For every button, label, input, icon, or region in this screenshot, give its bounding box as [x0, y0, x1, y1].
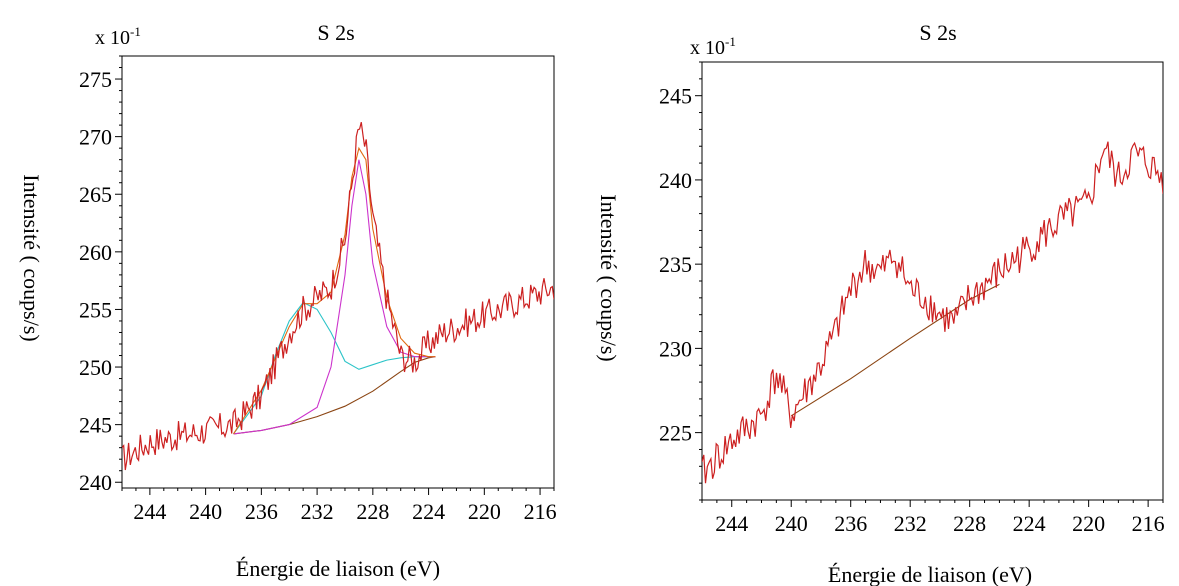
chart-left-series-envelope: [233, 146, 436, 435]
chart-right-xtick-label: 224: [1013, 511, 1046, 536]
chart-left-xtick-label: 240: [189, 499, 222, 524]
chart-left-ytick-label: 250: [79, 355, 112, 380]
chart-right-title: S 2s: [919, 20, 956, 45]
chart-left-xtick-label: 244: [133, 499, 166, 524]
chart-right-xlabel: Énergie de liaison (eV): [828, 562, 1032, 586]
chart-left-xtick-label: 232: [301, 499, 334, 524]
chart-left-series-raw: [122, 122, 554, 471]
chart-right-xtick-label: 236: [834, 511, 867, 536]
chart-left-title: S 2s: [317, 20, 354, 45]
chart-right-xtick-label: 216: [1132, 511, 1165, 536]
chart-right-series-background: [790, 283, 1000, 417]
chart-right-ytick-label: 235: [659, 252, 692, 277]
chart-right-multiplier: x 10-1: [690, 34, 736, 59]
chart-right-ylabel: Intensité ( coups/s): [596, 194, 621, 361]
chart-left-xtick-label: 224: [412, 499, 445, 524]
chart-left-ytick-label: 260: [79, 240, 112, 265]
chart-right: x 10-1 S 2s Intensité ( coups/s) Énergie…: [585, 0, 1179, 586]
chart-left-ylabel: Intensité ( coups/s): [19, 174, 44, 341]
chart-left-xtick-label: 220: [468, 499, 501, 524]
chart-right-xtick-label: 232: [894, 511, 927, 536]
chart-right-plot-frame: [701, 61, 1164, 501]
chart-left-svg: x 10-1 S 2s Intensité ( coups/s) Énergie…: [19, 20, 557, 581]
chart-left-xtick-label: 216: [524, 499, 557, 524]
chart-left-xtick-label: 228: [356, 499, 389, 524]
chart-right-series-raw: [702, 141, 1163, 484]
chart-left-ytick-label: 270: [79, 125, 112, 150]
chart-right-ytick-label: 240: [659, 168, 692, 193]
chart-left-xtick-label: 236: [245, 499, 278, 524]
chart-right-xtick-label: 220: [1072, 511, 1105, 536]
chart-left-series-component-2: [233, 159, 436, 435]
chart-right-xtick-label: 228: [953, 511, 986, 536]
chart-right-ytick-label: 245: [659, 84, 692, 109]
chart-right-xtick-label: 240: [775, 511, 808, 536]
chart-left-ytick-label: 265: [79, 182, 112, 207]
chart-right-xtick-label: 244: [715, 511, 748, 536]
chart-right-ytick-label: 225: [659, 421, 692, 446]
chart-left-multiplier: x 10-1: [95, 24, 141, 49]
chart-left-ytick-label: 240: [79, 470, 112, 495]
chart-left-ytick-label: 255: [79, 297, 112, 322]
chart-left-ytick-label: 245: [79, 413, 112, 438]
chart-left-xlabel: Énergie de liaison (eV): [236, 556, 440, 581]
chart-right-svg: x 10-1 S 2s Intensité ( coups/s) Énergie…: [596, 20, 1165, 586]
chart-left-ytick-label: 275: [79, 67, 112, 92]
chart-left-plot-frame: [121, 55, 555, 489]
chart-right-ytick-label: 230: [659, 336, 692, 361]
chart-left: x 10-1 S 2s Intensité ( coups/s) Énergie…: [0, 0, 585, 586]
